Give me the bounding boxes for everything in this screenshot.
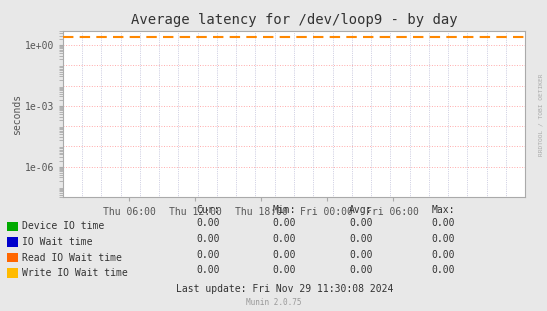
Text: 0.00: 0.00: [196, 234, 219, 244]
Text: 0.00: 0.00: [432, 234, 455, 244]
Text: 0.00: 0.00: [350, 249, 373, 259]
Text: 0.00: 0.00: [350, 234, 373, 244]
Text: Last update: Fri Nov 29 11:30:08 2024: Last update: Fri Nov 29 11:30:08 2024: [176, 284, 393, 294]
Text: Write IO Wait time: Write IO Wait time: [22, 268, 127, 278]
Text: 0.00: 0.00: [196, 249, 219, 259]
Text: 0.00: 0.00: [432, 249, 455, 259]
Text: Munin 2.0.75: Munin 2.0.75: [246, 298, 301, 307]
Text: IO Wait time: IO Wait time: [22, 237, 92, 247]
Text: Min:: Min:: [273, 205, 296, 215]
Text: 0.00: 0.00: [432, 218, 455, 228]
Title: Average latency for /dev/loop9 - by day: Average latency for /dev/loop9 - by day: [131, 13, 457, 27]
Text: 0.00: 0.00: [273, 265, 296, 275]
Text: 0.00: 0.00: [350, 218, 373, 228]
Text: RRDTOOL / TOBI OETIKER: RRDTOOL / TOBI OETIKER: [538, 74, 543, 156]
Text: 0.00: 0.00: [273, 218, 296, 228]
Text: Max:: Max:: [432, 205, 455, 215]
Y-axis label: seconds: seconds: [11, 94, 22, 135]
Text: 0.00: 0.00: [196, 218, 219, 228]
Text: Device IO time: Device IO time: [22, 221, 104, 231]
Text: Cur:: Cur:: [196, 205, 219, 215]
Text: 0.00: 0.00: [273, 234, 296, 244]
Text: 0.00: 0.00: [196, 265, 219, 275]
Text: Read IO Wait time: Read IO Wait time: [22, 253, 122, 262]
Text: 0.00: 0.00: [432, 265, 455, 275]
Text: Avg:: Avg:: [350, 205, 373, 215]
Text: 0.00: 0.00: [350, 265, 373, 275]
Text: 0.00: 0.00: [273, 249, 296, 259]
